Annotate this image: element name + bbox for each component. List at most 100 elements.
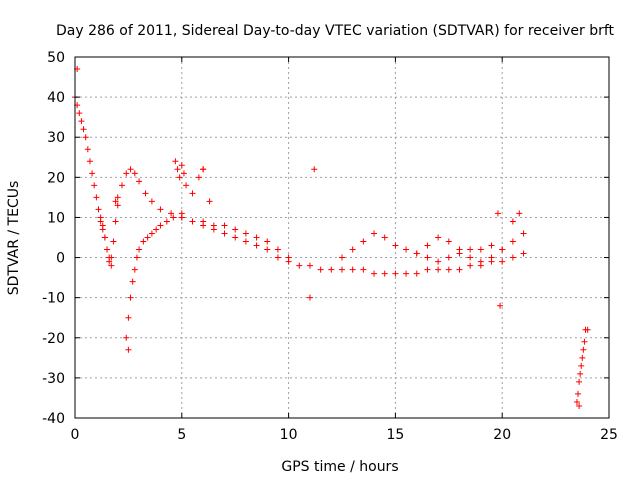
data-point — [189, 190, 196, 197]
data-point — [578, 362, 585, 369]
data-point — [82, 134, 89, 141]
data-point — [360, 238, 367, 245]
data-point — [118, 182, 125, 189]
data-point — [509, 254, 516, 261]
plot-frame — [74, 56, 610, 419]
data-point — [306, 262, 313, 269]
data-point — [104, 246, 111, 253]
data-point — [328, 266, 335, 273]
data-point — [232, 234, 239, 241]
data-point — [573, 398, 580, 405]
data-point — [488, 254, 495, 261]
data-point — [108, 254, 115, 261]
data-point — [131, 266, 138, 273]
data-point — [206, 198, 213, 205]
data-point — [509, 238, 516, 245]
series-track-mid-loop — [339, 230, 506, 265]
data-point — [129, 278, 136, 285]
data-point — [392, 270, 399, 277]
data-point — [232, 226, 239, 233]
y-tick-label: 30 — [47, 130, 65, 146]
data-point — [424, 254, 431, 261]
data-point — [339, 266, 345, 273]
data-point — [86, 158, 93, 165]
data-point — [157, 206, 164, 213]
data-point — [136, 178, 143, 185]
data-point — [242, 238, 249, 245]
series-track-end — [573, 326, 589, 405]
data-point — [148, 230, 155, 237]
data-point — [413, 270, 420, 277]
data-point — [93, 194, 100, 201]
data-point — [176, 174, 183, 181]
data-point — [125, 346, 132, 353]
axis-ticks: 0 5 10 15 20 25 -40 -30 -20 -10 0 10 20 30 40 50 — [42, 50, 618, 443]
series-track-main-band — [178, 214, 527, 277]
data-point — [183, 182, 190, 189]
data-point — [445, 238, 452, 245]
data-point — [509, 218, 516, 225]
data-point — [467, 246, 474, 253]
data-point — [579, 354, 586, 361]
x-tick-label: 20 — [493, 427, 511, 443]
data-point — [499, 258, 506, 265]
series-isolated-points — [74, 66, 591, 409]
data-point — [136, 246, 143, 253]
data-point — [200, 166, 207, 173]
data-point — [95, 206, 102, 213]
series-track-dip — [97, 202, 121, 265]
data-point — [174, 166, 181, 173]
data-point — [311, 166, 318, 173]
data-point — [127, 294, 134, 301]
data-point — [403, 270, 410, 277]
gridlines — [75, 57, 609, 418]
data-point — [381, 234, 388, 241]
data-point — [445, 254, 452, 261]
y-tick-label: 0 — [56, 251, 65, 267]
data-point — [499, 246, 506, 253]
data-point — [112, 218, 119, 225]
data-point — [253, 242, 260, 249]
data-point — [477, 246, 484, 253]
data-point — [200, 222, 207, 229]
data-point — [114, 194, 121, 201]
data-point — [97, 214, 104, 221]
x-tick-label: 15 — [386, 427, 404, 443]
data-point — [435, 234, 442, 241]
data-point — [123, 334, 130, 341]
data-point — [520, 250, 527, 257]
y-tick-label: 10 — [47, 210, 65, 226]
data-point — [435, 258, 442, 265]
y-tick-label: 50 — [47, 50, 65, 66]
data-point — [112, 198, 119, 205]
series-track-spikes — [172, 158, 213, 205]
x-axis-label: GPS time / hours — [281, 459, 398, 475]
data-point — [576, 402, 583, 409]
data-point — [108, 262, 115, 269]
data-point — [285, 258, 292, 265]
data-point — [520, 230, 527, 237]
data-point — [516, 210, 523, 217]
data-point — [180, 170, 187, 177]
data-point — [264, 246, 271, 253]
data-point — [581, 338, 588, 345]
data-point — [125, 314, 132, 321]
data-point — [445, 266, 452, 273]
data-point — [195, 174, 202, 181]
data-points — [72, 66, 591, 409]
data-point — [456, 266, 463, 273]
data-point — [296, 262, 303, 269]
data-point — [142, 190, 149, 197]
series-track-rising-arc — [123, 210, 185, 341]
data-point — [467, 262, 474, 269]
data-point — [274, 254, 281, 261]
data-point — [494, 210, 501, 217]
data-point — [84, 146, 91, 153]
data-point — [360, 266, 367, 273]
x-tick-label: 5 — [177, 427, 186, 443]
data-point — [163, 218, 170, 225]
data-point — [178, 214, 185, 221]
data-point — [456, 246, 463, 253]
data-point — [306, 294, 313, 301]
